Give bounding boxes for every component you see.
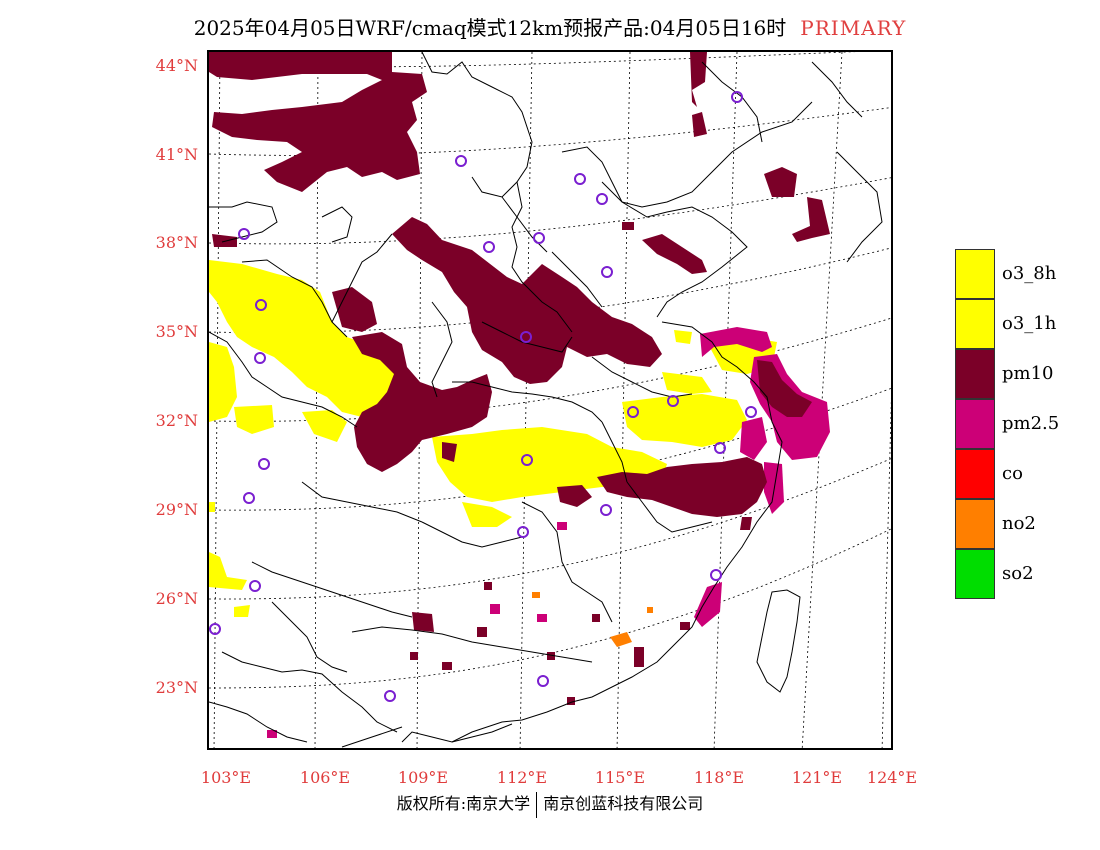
legend-o3-1h: o3_1h	[955, 299, 1095, 349]
map-title: 2025年04月05日WRF/cmaq模式12km预报产品:04月05日16时 P…	[0, 12, 1100, 41]
legend-label-o3-1h: o3_1h	[1002, 313, 1057, 334]
legend-swatch-so2	[955, 549, 995, 599]
legend-no2: no2	[955, 499, 1095, 549]
lon-label-112: 112°E	[496, 768, 548, 787]
legend-co: co	[955, 449, 1095, 499]
legend-o3-8h: o3_8h	[955, 249, 1095, 299]
no2-areas	[532, 592, 653, 647]
lat-label-38: 38°N	[155, 233, 198, 252]
lon-label-109: 109°E	[397, 768, 449, 787]
legend-swatch-o3-1h	[955, 299, 995, 349]
lon-label-103: 103°E	[200, 768, 252, 787]
map-svg	[209, 52, 891, 748]
legend-label-pm10: pm10	[1002, 363, 1054, 384]
legend-swatch-o3-8h	[955, 249, 995, 299]
lat-label-26: 26°N	[155, 589, 198, 608]
legend-so2: so2	[955, 549, 1095, 599]
lat-label-35: 35°N	[155, 322, 198, 341]
map-panel[interactable]	[207, 50, 893, 750]
lat-label-44: 44°N	[155, 56, 198, 75]
copyright-separator	[536, 791, 538, 818]
primary-label: PRIMARY	[800, 16, 907, 40]
boundaries	[209, 52, 883, 748]
legend-pm25: pm2.5	[955, 399, 1095, 449]
o3-areas	[209, 260, 777, 617]
lon-label-124: 124°E	[866, 768, 918, 787]
legend-pm10: pm10	[955, 349, 1095, 399]
lon-label-115: 115°E	[594, 768, 646, 787]
legend-label-co: co	[1002, 463, 1023, 484]
title-text: 2025年04月05日WRF/cmaq模式12km预报产品:04月05日16时	[193, 16, 787, 40]
lon-label-121: 121°E	[791, 768, 843, 787]
legend-swatch-pm25	[955, 399, 995, 449]
lon-label-118: 118°E	[693, 768, 745, 787]
legend-label-so2: so2	[1002, 563, 1034, 584]
legend-swatch-no2	[955, 499, 995, 549]
legend-label-o3-8h: o3_8h	[1002, 263, 1057, 284]
lat-label-23: 23°N	[155, 678, 198, 697]
copyright: 版权所有:南京大学 南京创蓝科技有限公司	[0, 790, 1100, 818]
legend-swatch-co	[955, 449, 995, 499]
legend-label-no2: no2	[1002, 513, 1036, 534]
lon-label-106: 106°E	[299, 768, 351, 787]
lat-label-41: 41°N	[155, 145, 198, 164]
lat-label-32: 32°N	[155, 411, 198, 430]
pm10-areas	[209, 52, 830, 705]
copyright-right: 南京创蓝科技有限公司	[543, 794, 704, 813]
station-markers	[209, 91, 757, 702]
lat-label-29: 29°N	[155, 500, 198, 519]
copyright-left: 版权所有:南京大学	[396, 794, 531, 813]
legend-label-pm25: pm2.5	[1002, 413, 1060, 434]
legend-swatch-pm10	[955, 349, 995, 399]
